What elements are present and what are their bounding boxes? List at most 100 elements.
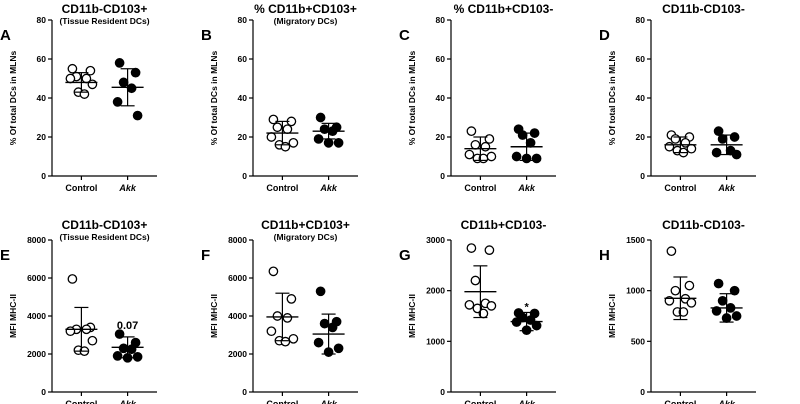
y-tick-label: 80 xyxy=(238,15,248,25)
x-category-label: Akk xyxy=(517,183,536,193)
y-tick-label: 40 xyxy=(238,93,248,103)
data-point-akk xyxy=(711,147,722,158)
data-point-akk xyxy=(130,67,141,78)
panel-h: H CD11b-CD103- 0 500 1000 1500 MFI MHC-II Contr… xyxy=(599,218,756,404)
data-point-control xyxy=(282,124,293,135)
x-category-label: Control xyxy=(65,183,97,193)
data-point-control xyxy=(268,114,279,125)
y-tick-label: 0 xyxy=(242,387,247,397)
y-tick-label: 40 xyxy=(37,93,47,103)
panel-b: B % CD11b+CD103+(Migratory DCs) 0 20 40 60 80%… xyxy=(201,2,358,193)
panel-title: CD11b+CD103+ xyxy=(261,218,350,232)
data-point-control xyxy=(67,274,78,284)
x-category-label: Akk xyxy=(118,183,137,193)
data-point-control xyxy=(464,300,475,310)
data-point-akk xyxy=(531,153,542,164)
panel-g: G CD11b+CD103- 0 1000 2000 3000 MFI MHC-II Cont… xyxy=(399,218,556,404)
data-point-control xyxy=(484,134,495,144)
y-tick-label: 500 xyxy=(631,336,645,346)
y-tick-label: 1500 xyxy=(626,235,645,245)
x-category-label: Akk xyxy=(319,399,338,404)
y-tick-label: 0 xyxy=(640,171,645,181)
data-point-control xyxy=(266,132,277,142)
x-category-label: Akk xyxy=(118,399,137,404)
y-tick-label: 6000 xyxy=(228,273,247,283)
x-category-label: Control xyxy=(664,399,696,404)
data-point-akk xyxy=(319,124,330,135)
panel-label: C xyxy=(399,27,410,44)
panel-label: G xyxy=(399,247,411,264)
y-axis-label: % Of total DCs in MLNs xyxy=(209,51,219,146)
data-point-akk xyxy=(729,132,740,142)
y-axis-label: % Of total DCs in MLNs xyxy=(8,51,18,146)
data-point-control xyxy=(684,280,695,291)
data-point-akk xyxy=(112,351,123,361)
y-axis-label: % Of total DCs in MLNs xyxy=(407,51,417,146)
data-point-control xyxy=(65,73,76,84)
y-tick-label: 20 xyxy=(238,132,248,142)
data-point-control xyxy=(65,326,76,337)
y-axis-label: MFI MHC-II xyxy=(8,294,18,338)
data-point-akk xyxy=(525,138,536,148)
panel-label: A xyxy=(0,27,11,44)
significance-annotation: 0.07 xyxy=(117,320,138,332)
data-point-akk xyxy=(731,311,742,321)
y-tick-label: 2000 xyxy=(27,349,46,359)
y-tick-label: 1000 xyxy=(626,286,645,296)
panel-e: E CD11b-CD103+(Tissue Resident DCs) 0 2000 4… xyxy=(0,218,157,404)
y-tick-label: 4000 xyxy=(228,311,247,321)
data-point-control xyxy=(272,311,283,321)
data-point-control xyxy=(486,151,497,162)
data-point-control xyxy=(678,307,689,317)
data-point-akk xyxy=(315,112,326,123)
data-point-akk xyxy=(531,320,542,331)
data-point-control xyxy=(85,65,96,76)
data-point-akk xyxy=(333,138,344,148)
y-tick-label: 40 xyxy=(636,93,646,103)
data-point-akk xyxy=(711,306,722,316)
significance-annotation: * xyxy=(524,301,529,313)
panel-subtitle: (Tissue Resident DCs) xyxy=(59,16,149,26)
y-tick-label: 80 xyxy=(436,15,446,25)
data-point-control xyxy=(282,313,293,323)
data-point-akk xyxy=(313,337,324,348)
data-point-akk xyxy=(517,130,528,140)
data-point-akk xyxy=(333,343,344,354)
data-point-control xyxy=(484,245,495,255)
data-point-akk xyxy=(118,77,129,88)
x-category-label: Control xyxy=(464,183,496,193)
x-category-label: Akk xyxy=(319,183,338,193)
panel-label: B xyxy=(201,27,212,44)
data-point-control xyxy=(286,294,297,304)
y-axis-label: % Of total DCs in MLNs xyxy=(607,51,617,146)
data-point-akk xyxy=(118,343,129,354)
data-point-control xyxy=(666,246,677,256)
y-tick-label: 60 xyxy=(238,54,248,64)
data-point-control xyxy=(664,141,675,152)
y-tick-label: 40 xyxy=(436,93,446,103)
data-point-control xyxy=(280,336,291,347)
y-tick-label: 0 xyxy=(440,171,445,181)
panel-title: CD11b+CD103- xyxy=(461,218,547,232)
data-point-control xyxy=(670,134,681,144)
data-point-control xyxy=(464,149,475,160)
panel-label: F xyxy=(201,247,210,264)
x-category-label: Control xyxy=(266,399,298,404)
y-tick-label: 0 xyxy=(640,387,645,397)
y-tick-label: 8000 xyxy=(228,235,247,245)
data-point-akk xyxy=(132,110,143,121)
data-point-akk xyxy=(511,151,522,162)
y-tick-label: 1000 xyxy=(426,336,445,346)
panel-a: A CD11b-CD103+(Tissue Resident DCs) 0 20 40 6… xyxy=(0,2,157,193)
y-axis-label: MFI MHC-II xyxy=(209,294,219,338)
y-tick-label: 80 xyxy=(37,15,47,25)
data-point-akk xyxy=(713,126,724,136)
y-tick-label: 6000 xyxy=(27,273,46,283)
data-point-control xyxy=(466,243,477,253)
x-category-label: Akk xyxy=(517,399,536,404)
x-category-label: Akk xyxy=(717,399,736,404)
data-point-akk xyxy=(313,134,324,144)
data-point-control xyxy=(67,63,78,74)
data-point-akk xyxy=(319,318,330,329)
